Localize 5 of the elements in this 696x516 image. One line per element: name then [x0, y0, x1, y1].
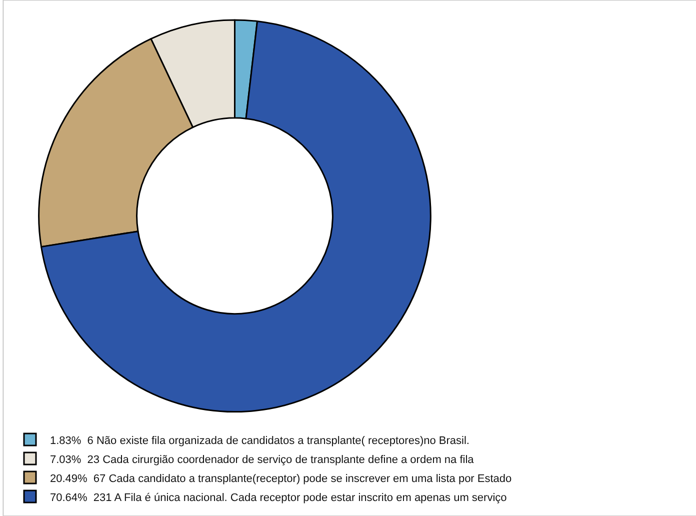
legend-label: 20.49% 67 Cada candidato a transplante(receptor) pode se inscrever em uma lista por Estado — [50, 472, 512, 485]
legend-label: 70.64% 231 A Fila é única nacional. Cada receptor pode estar inscrito em apenas um serviço — [50, 492, 507, 504]
legend-label: 7.03% 23 Cada cirurgião coordenador de serviço de transplante define a ordem na fila — [50, 454, 475, 466]
legend-label: 1.83% 6 Não existe fila organizada de candidatos a transplante( receptores)no Brasil. — [50, 434, 470, 447]
donut-slice — [40, 20, 432, 413]
